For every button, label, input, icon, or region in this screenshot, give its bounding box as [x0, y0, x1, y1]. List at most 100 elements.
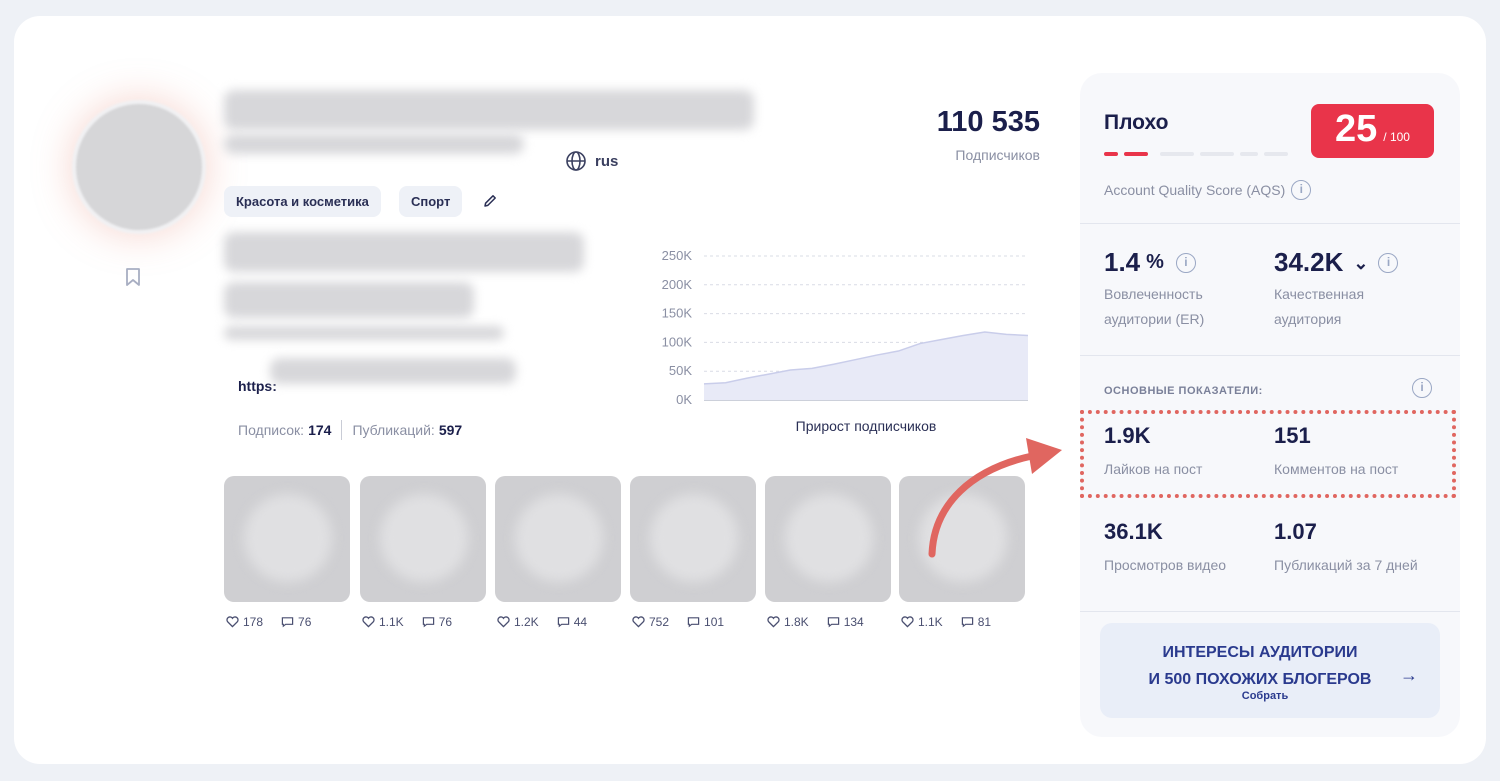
info-icon[interactable]: i	[1412, 378, 1432, 398]
globe-icon	[566, 151, 586, 171]
info-icon[interactable]: i	[1378, 252, 1399, 273]
comments-per-post-label: Комментов на пост	[1274, 461, 1399, 477]
post-likes: 178	[243, 615, 264, 629]
post-likes: 1.1K	[918, 615, 943, 629]
subscriber-growth-chart: 250K 200K 150K 100K 50K 0K	[662, 248, 1029, 407]
heart-icon	[767, 616, 780, 628]
info-icon[interactable]: i	[1175, 252, 1196, 273]
chart-area	[704, 332, 1028, 400]
post-stats: 1.1K 76	[362, 615, 452, 629]
aqs-score-badge: 25 / 100	[1311, 104, 1434, 158]
bio-link-redacted[interactable]	[270, 358, 516, 384]
er-unit: %	[1146, 251, 1164, 273]
section-label: ОСНОВНЫЕ ПОКАЗАТЕЛИ:	[1104, 385, 1263, 397]
y-tick-label: 50K	[669, 363, 692, 378]
posts-value: 597	[438, 422, 463, 438]
post-thumbnail[interactable]	[765, 476, 891, 602]
cta-subtitle: Собрать	[1241, 690, 1289, 702]
bio-redacted-3	[224, 326, 504, 340]
comment-icon	[687, 617, 700, 628]
profile-handle-redacted	[224, 134, 524, 154]
aqs-bar-3	[1160, 152, 1194, 156]
posts-label: Публикаций:	[352, 422, 435, 438]
aqs-bar-5	[1240, 152, 1258, 156]
post-thumbnail[interactable]	[224, 476, 350, 602]
aqs-label: Account Quality Score (AQS) i	[1104, 180, 1312, 200]
y-tick-label: 0K	[676, 392, 692, 407]
likes-per-post-value: 1.9K	[1104, 423, 1151, 448]
likes-per-post-label: Лайков на пост	[1104, 461, 1203, 477]
post-comments: 44	[573, 615, 588, 629]
category-chip-beauty[interactable]: Красота и косметика	[224, 186, 381, 217]
post-stats: 1.2K 44	[497, 615, 587, 629]
quality-value: 34.2K	[1274, 247, 1344, 277]
post-thumbnail[interactable]	[495, 476, 621, 602]
post-thumbnail[interactable]	[360, 476, 486, 602]
chevron-down-icon[interactable]: ⌄	[1353, 252, 1369, 273]
comment-icon	[827, 617, 839, 628]
subscribers-count: 110 535	[936, 106, 1040, 138]
er-label-1: Вовлеченность	[1104, 286, 1203, 302]
divider	[1080, 611, 1460, 612]
post-stats: 1.8K 134	[767, 615, 864, 629]
avatar	[72, 100, 206, 234]
language-indicator: rus	[565, 150, 618, 172]
chart-title: Прирост подписчиков	[795, 418, 937, 434]
post-thumbnail[interactable]	[899, 476, 1025, 602]
metrics-panel: Плохо 25 / 100 Account Quality Score (AQ…	[1080, 73, 1460, 737]
chart-series-line	[703, 331, 1029, 385]
heart-icon	[901, 616, 914, 628]
bio-redacted-1	[224, 232, 584, 272]
post-stats: 1.1K 81	[901, 615, 991, 629]
language-label: rus	[595, 152, 619, 170]
profile-counts: Подписок: 174 Публикаций: 597	[238, 420, 462, 440]
info-icon[interactable]: i	[1291, 180, 1312, 200]
post-likes: 1.1K	[379, 615, 404, 629]
y-tick-label: 200K	[662, 277, 693, 292]
er-label-2: аудитории (ER)	[1104, 311, 1205, 327]
video-views-label: Просмотров видео	[1104, 557, 1227, 573]
quality-label-2: аудитория	[1274, 311, 1342, 327]
aqs-bar-2	[1124, 152, 1148, 156]
y-tick-label: 250K	[662, 248, 693, 263]
post-likes: 752	[649, 615, 670, 629]
audience-interests-button[interactable]: ИНТЕРЕСЫ АУДИТОРИИ И 500 ПОХОЖИХ БЛОГЕРО…	[1100, 623, 1440, 718]
post-image-redacted	[515, 494, 603, 582]
aqs-score-max: / 100	[1383, 130, 1410, 144]
comments-per-post-value: 151	[1274, 423, 1311, 448]
y-tick-label: 100K	[662, 334, 693, 349]
heart-icon	[226, 616, 239, 628]
arrow-right-icon: →	[1400, 665, 1418, 685]
aqs-bar-4	[1200, 152, 1234, 156]
bookmark-icon[interactable]	[124, 267, 142, 287]
quality-label-1: Качественная	[1274, 286, 1365, 302]
video-views-value: 36.1K	[1104, 519, 1163, 544]
aqs-label-text: Account Quality Score (AQS)	[1104, 182, 1286, 198]
following-label: Подписок:	[238, 422, 305, 438]
post-comments: 76	[298, 615, 312, 629]
bio-link-prefix[interactable]: https:	[238, 378, 277, 394]
divider	[1080, 355, 1460, 356]
heart-icon	[632, 616, 645, 628]
post-image-redacted	[650, 494, 738, 582]
post-thumbnail[interactable]	[630, 476, 756, 602]
edit-icon[interactable]	[482, 193, 498, 209]
aqs-status: Плохо	[1104, 111, 1169, 134]
following-value: 174	[308, 422, 332, 438]
highlight-box	[1080, 410, 1456, 498]
quality-audience-metric: 34.2K ⌄ i	[1274, 247, 1399, 278]
heart-icon	[497, 616, 510, 628]
comment-icon	[557, 617, 569, 628]
divider	[341, 420, 343, 440]
cta-line-2: И 500 ПОХОЖИХ БЛОГЕРОВ	[1148, 671, 1372, 688]
comment-icon	[422, 617, 434, 628]
er-metric: 1.4 % i	[1104, 247, 1196, 278]
profile-card: rus 110 535 Подписчиков Красота и космет…	[14, 16, 1486, 764]
aqs-bar-1	[1104, 152, 1118, 156]
red-arrow-annotation	[928, 438, 1062, 558]
subscribers-label: Подписчиков	[955, 147, 1040, 163]
post-likes: 1.2K	[514, 615, 539, 629]
post-comments: 101	[704, 615, 725, 629]
cta-line-1: ИНТЕРЕСЫ АУДИТОРИИ	[1162, 644, 1358, 661]
category-chip-sport[interactable]: Спорт	[399, 186, 463, 217]
